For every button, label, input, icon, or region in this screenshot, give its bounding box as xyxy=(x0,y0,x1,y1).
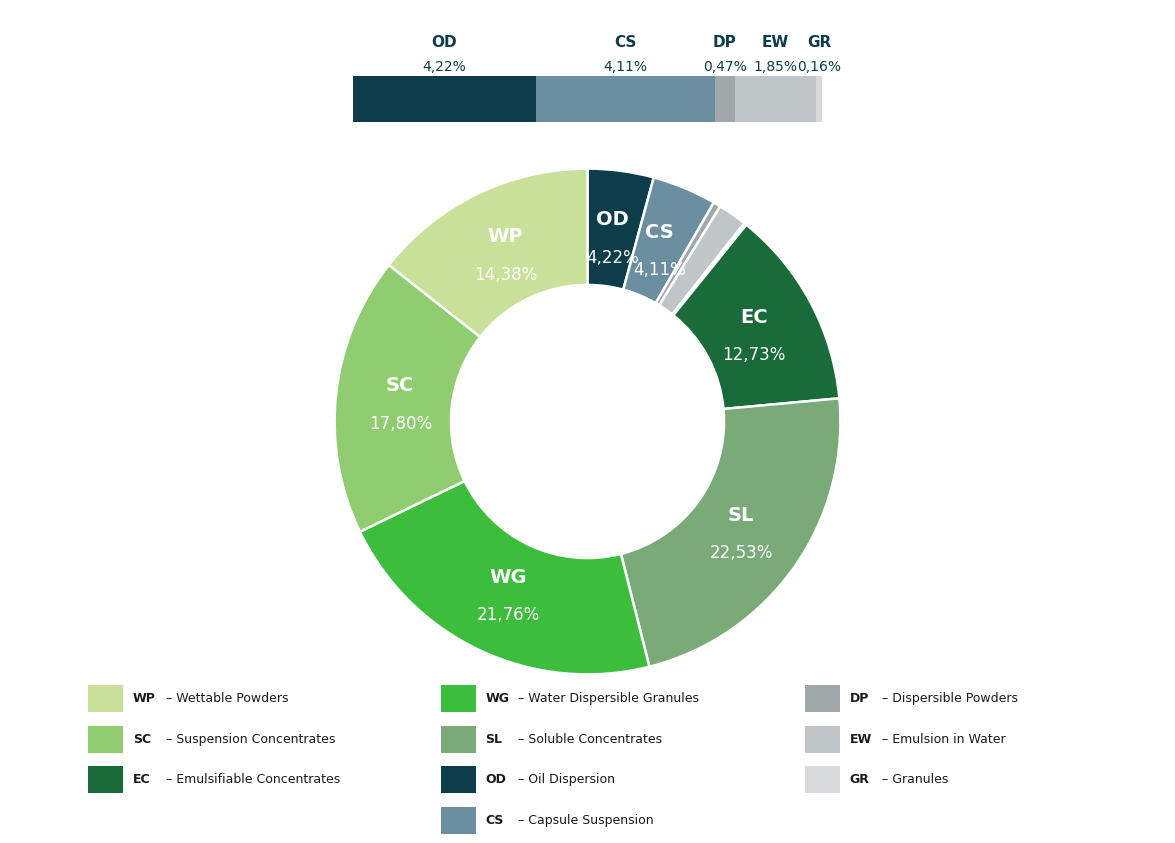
Text: 21,76%: 21,76% xyxy=(476,606,539,624)
Wedge shape xyxy=(623,177,714,303)
Text: GR: GR xyxy=(807,35,831,51)
Text: 1,85%: 1,85% xyxy=(753,60,798,73)
Wedge shape xyxy=(620,398,840,667)
Text: DP: DP xyxy=(850,692,868,706)
Text: – Emulsifiable Concentrates: – Emulsifiable Concentrates xyxy=(166,773,340,787)
Text: – Water Dispersible Granules: – Water Dispersible Granules xyxy=(518,692,699,706)
Bar xyxy=(815,76,822,122)
Text: 4,11%: 4,11% xyxy=(603,60,647,73)
Text: WP: WP xyxy=(133,692,155,706)
Text: SL: SL xyxy=(485,733,502,746)
Text: EW: EW xyxy=(850,733,872,746)
Text: OD: OD xyxy=(485,773,506,787)
Wedge shape xyxy=(335,265,481,532)
Text: WG: WG xyxy=(485,692,509,706)
Text: EC: EC xyxy=(740,308,767,327)
Text: – Suspension Concentrates: – Suspension Concentrates xyxy=(166,733,335,746)
Text: – Emulsion in Water: – Emulsion in Water xyxy=(882,733,1006,746)
Bar xyxy=(536,76,714,122)
Text: EW: EW xyxy=(761,35,788,51)
Text: 4,11%: 4,11% xyxy=(633,261,686,279)
Text: DP: DP xyxy=(713,35,737,51)
Wedge shape xyxy=(588,169,653,290)
Text: – Wettable Powders: – Wettable Powders xyxy=(166,692,288,706)
Text: 4,22%: 4,22% xyxy=(422,60,466,73)
Text: EC: EC xyxy=(133,773,150,787)
Text: 0,47%: 0,47% xyxy=(703,60,747,73)
Text: – Dispersible Powders: – Dispersible Powders xyxy=(882,692,1019,706)
Bar xyxy=(714,76,736,122)
Wedge shape xyxy=(659,207,745,314)
Wedge shape xyxy=(360,481,650,674)
Text: 0,16%: 0,16% xyxy=(797,60,841,73)
Bar xyxy=(736,76,815,122)
Text: – Capsule Suspension: – Capsule Suspension xyxy=(518,813,653,827)
Text: CS: CS xyxy=(485,813,504,827)
Text: – Granules: – Granules xyxy=(882,773,948,787)
Text: SC: SC xyxy=(133,733,150,746)
Text: WP: WP xyxy=(488,228,523,246)
Text: 14,38%: 14,38% xyxy=(474,266,537,284)
Text: 17,80%: 17,80% xyxy=(369,415,431,433)
Text: 12,73%: 12,73% xyxy=(721,346,785,364)
Bar xyxy=(352,76,536,122)
Text: 4,22%: 4,22% xyxy=(586,249,639,266)
Text: 22,53%: 22,53% xyxy=(710,544,773,562)
Text: OD: OD xyxy=(596,210,629,229)
Text: OD: OD xyxy=(431,35,457,51)
Text: WG: WG xyxy=(489,567,526,587)
Text: GR: GR xyxy=(850,773,870,787)
Text: – Soluble Concentrates: – Soluble Concentrates xyxy=(518,733,663,746)
Text: SC: SC xyxy=(387,377,415,395)
Text: CS: CS xyxy=(645,223,674,242)
Wedge shape xyxy=(673,225,839,409)
Text: – Oil Dispersion: – Oil Dispersion xyxy=(518,773,616,787)
Text: CS: CS xyxy=(615,35,637,51)
Wedge shape xyxy=(389,169,588,337)
Wedge shape xyxy=(656,202,720,305)
Wedge shape xyxy=(672,223,746,315)
Text: SL: SL xyxy=(728,506,754,524)
